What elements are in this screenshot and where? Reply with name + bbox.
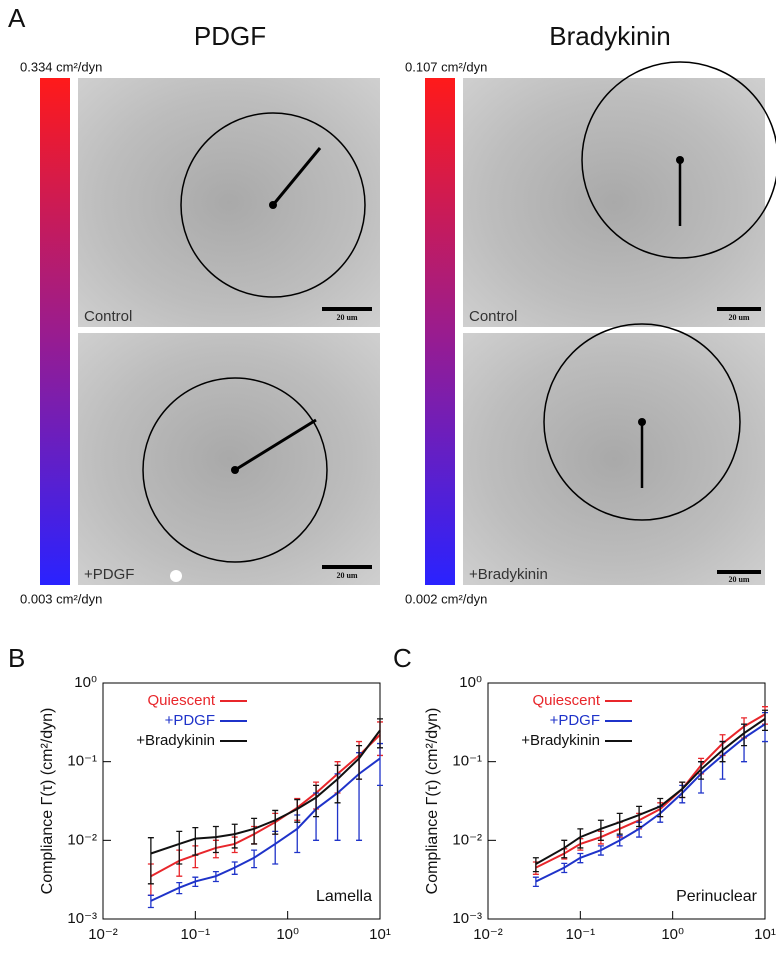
error-bar (561, 839, 568, 859)
error-bar (577, 852, 584, 864)
image: +Bradykinin 20 um (463, 323, 765, 585)
y-tick-label: 10⁻³ (67, 910, 97, 927)
colorbar-min: 0.002 cm²/dyn (405, 591, 487, 606)
x-tick-label: 10⁻² (473, 926, 503, 943)
image-caption: +PDGF (84, 566, 134, 583)
error-bar (616, 812, 623, 835)
x-tick-label: 10⁻² (88, 926, 118, 943)
error-bar (147, 894, 154, 909)
error-bar (294, 798, 301, 823)
series-line (535, 723, 766, 883)
y-tick-label: 10⁻¹ (452, 753, 482, 770)
colorbar (425, 78, 455, 585)
image-caption: +Bradykinin (469, 566, 548, 583)
x-tick-label: 10⁻¹ (566, 926, 596, 943)
y-tick-label: 10⁻² (67, 831, 97, 848)
error-bar (597, 819, 604, 841)
legend-label: +Bradykinin (521, 732, 600, 749)
y-tick-label: 10⁻¹ (67, 753, 97, 770)
y-axis-label: Compliance Γ(τ) (cm²/dyn) (424, 708, 441, 895)
y-tick-label: 10⁰ (459, 674, 482, 691)
error-bar (176, 881, 183, 895)
error-bar (313, 784, 320, 818)
error-bar (147, 837, 154, 885)
error-bar (192, 826, 199, 856)
plot-frame (102, 682, 381, 920)
error-bar (334, 764, 341, 804)
error-bar (577, 828, 584, 849)
x-tick-label: 10⁰ (276, 926, 299, 943)
image: +PDGF 20 um (78, 333, 380, 585)
error-bar (212, 870, 219, 883)
x-tick-label: 10⁰ (661, 926, 684, 943)
colorbar-max: 0.107 cm²/dyn (405, 59, 487, 74)
error-bar (657, 797, 664, 818)
plot-frame (487, 682, 766, 920)
error-bar (356, 744, 363, 780)
series-line (150, 729, 381, 855)
error-bar (377, 718, 383, 749)
error-bar (532, 876, 539, 888)
error-bar (762, 709, 768, 732)
error-bar (636, 805, 643, 828)
panel-label: C (393, 643, 412, 673)
scale-bar-label: 20 um (336, 571, 357, 580)
image: Control 20 um (78, 78, 380, 327)
panel-label: A (8, 3, 26, 33)
series-line (150, 757, 381, 902)
error-bar (698, 761, 705, 780)
annotation: Lamella (316, 888, 372, 905)
error-bar (272, 830, 279, 865)
error-bar (231, 861, 238, 875)
error-bar (561, 862, 568, 874)
y-axis-label: Compliance Γ(τ) (cm²/dyn) (39, 708, 56, 895)
y-tick-label: 10⁻³ (452, 910, 482, 927)
annotation: Perinuclear (676, 888, 758, 905)
error-bar (377, 742, 383, 786)
x-tick-label: 10¹ (369, 926, 391, 943)
error-bar (251, 849, 258, 869)
y-tick-label: 10⁰ (74, 674, 97, 691)
column-title: Bradykinin (549, 21, 670, 51)
legend-label: Quiescent (147, 692, 215, 709)
series-line (150, 734, 381, 878)
column-title: PDGF (194, 21, 266, 51)
error-bar (212, 825, 219, 854)
error-bar (231, 823, 238, 849)
image: Control 20 um (463, 61, 776, 327)
colorbar-min: 0.003 cm²/dyn (20, 591, 102, 606)
colorbar-max: 0.334 cm²/dyn (20, 59, 102, 74)
panel-label: B (8, 643, 25, 673)
image-caption: Control (469, 308, 517, 325)
scale-bar-label: 20 um (336, 313, 357, 322)
error-bar (597, 845, 604, 856)
error-bar (741, 723, 748, 747)
x-tick-label: 10¹ (754, 926, 776, 943)
series-line (535, 713, 766, 869)
error-bar (251, 817, 258, 845)
legend-label: Quiescent (532, 692, 600, 709)
error-bar (719, 740, 726, 763)
legend-label: +PDGF (550, 712, 600, 729)
colorbar (40, 78, 70, 585)
error-bar (616, 834, 623, 847)
legend-label: +Bradykinin (136, 732, 215, 749)
error-bar (679, 781, 686, 799)
error-bar (272, 809, 279, 835)
error-bar (532, 857, 539, 873)
legend-label: +PDGF (165, 712, 215, 729)
scale-bar-label: 20 um (728, 313, 749, 322)
image-caption: Control (84, 308, 132, 325)
y-tick-label: 10⁻² (452, 831, 482, 848)
x-tick-label: 10⁻¹ (181, 926, 211, 943)
error-bar (192, 876, 199, 888)
series-line (535, 718, 766, 865)
scale-bar-label: 20 um (728, 575, 749, 584)
error-bar (176, 830, 183, 865)
